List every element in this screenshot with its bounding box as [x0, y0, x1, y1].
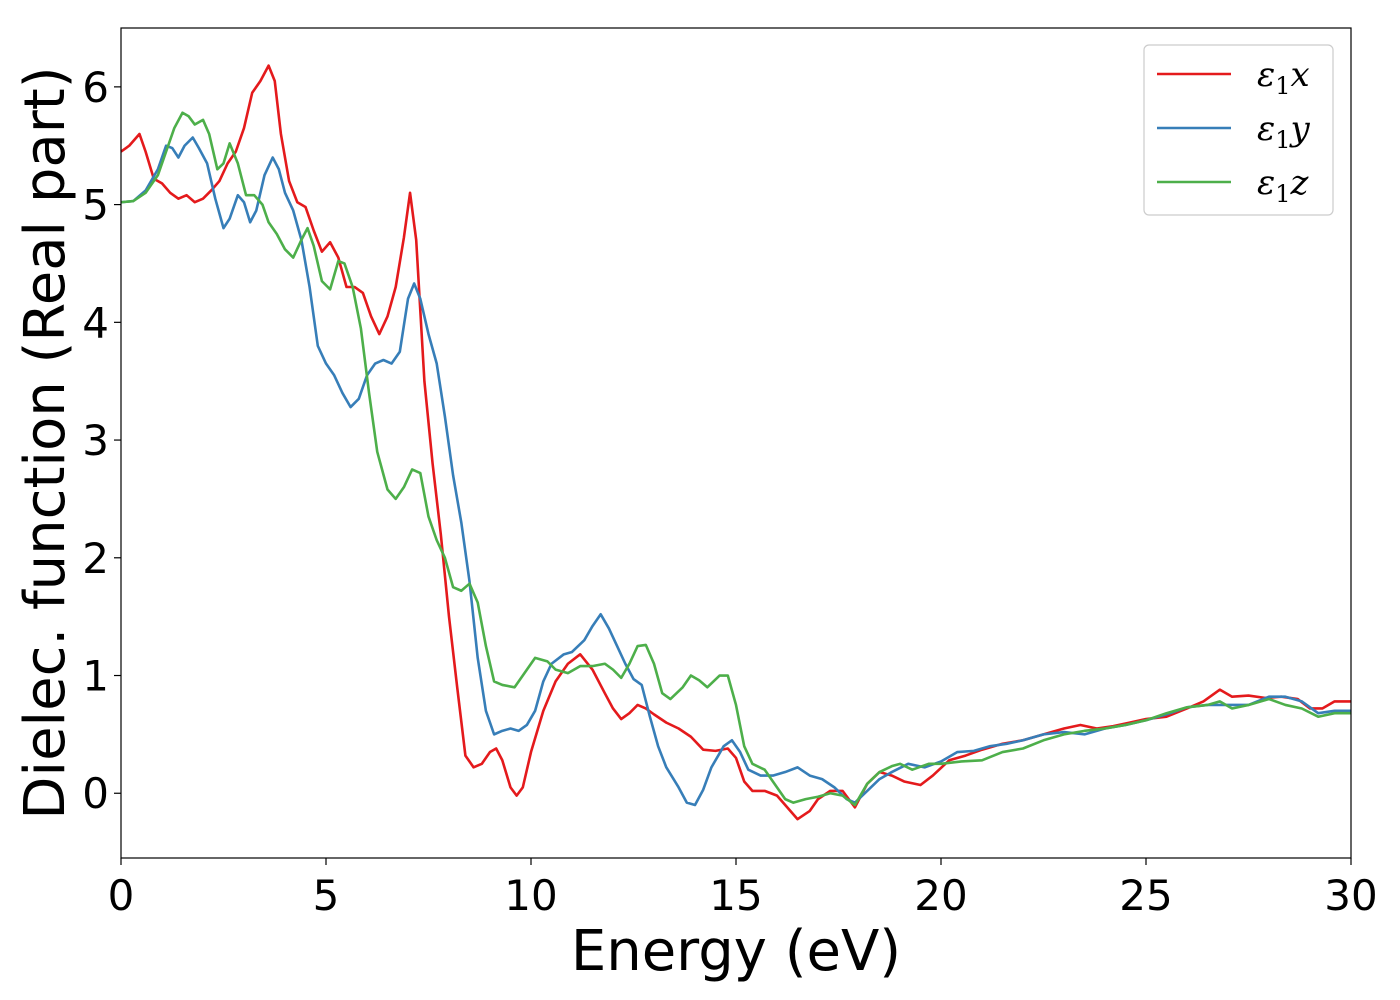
y-tick-label: 6	[82, 63, 109, 112]
x-tick-label: 20	[914, 871, 967, 920]
x-axis-title: Energy (eV)	[571, 919, 901, 984]
x-axis-ticks: 0 5 10 15 20 25 30	[108, 858, 1378, 920]
x-tick-label: 15	[709, 871, 762, 920]
x-tick-label: 0	[108, 871, 135, 920]
x-tick-label: 30	[1324, 871, 1377, 920]
y-tick-label: 0	[82, 769, 109, 818]
series-line-y	[120, 136, 1351, 807]
x-tick-label: 25	[1119, 871, 1172, 920]
legend-label-z: ε1z	[1257, 163, 1310, 208]
y-axis-title: Dielec. function (Real part)	[13, 66, 78, 819]
y-axis-ticks: 0 1 2 3 4 5 6	[82, 63, 121, 818]
legend-box	[1143, 44, 1334, 216]
y-tick-label: 4	[82, 298, 109, 347]
series-layer	[120, 64, 1351, 821]
x-tick-label: 5	[313, 871, 340, 920]
legend: ε1x ε1y ε1z	[1143, 44, 1334, 216]
y-tick-label: 5	[82, 181, 109, 230]
legend-label-y: ε1y	[1257, 109, 1311, 154]
y-tick-label: 1	[82, 652, 109, 701]
y-tick-label: 2	[82, 534, 109, 583]
y-tick-label: 3	[82, 416, 109, 465]
x-tick-label: 10	[504, 871, 557, 920]
legend-label-x: ε1x	[1257, 55, 1310, 100]
series-line-z	[120, 111, 1351, 807]
